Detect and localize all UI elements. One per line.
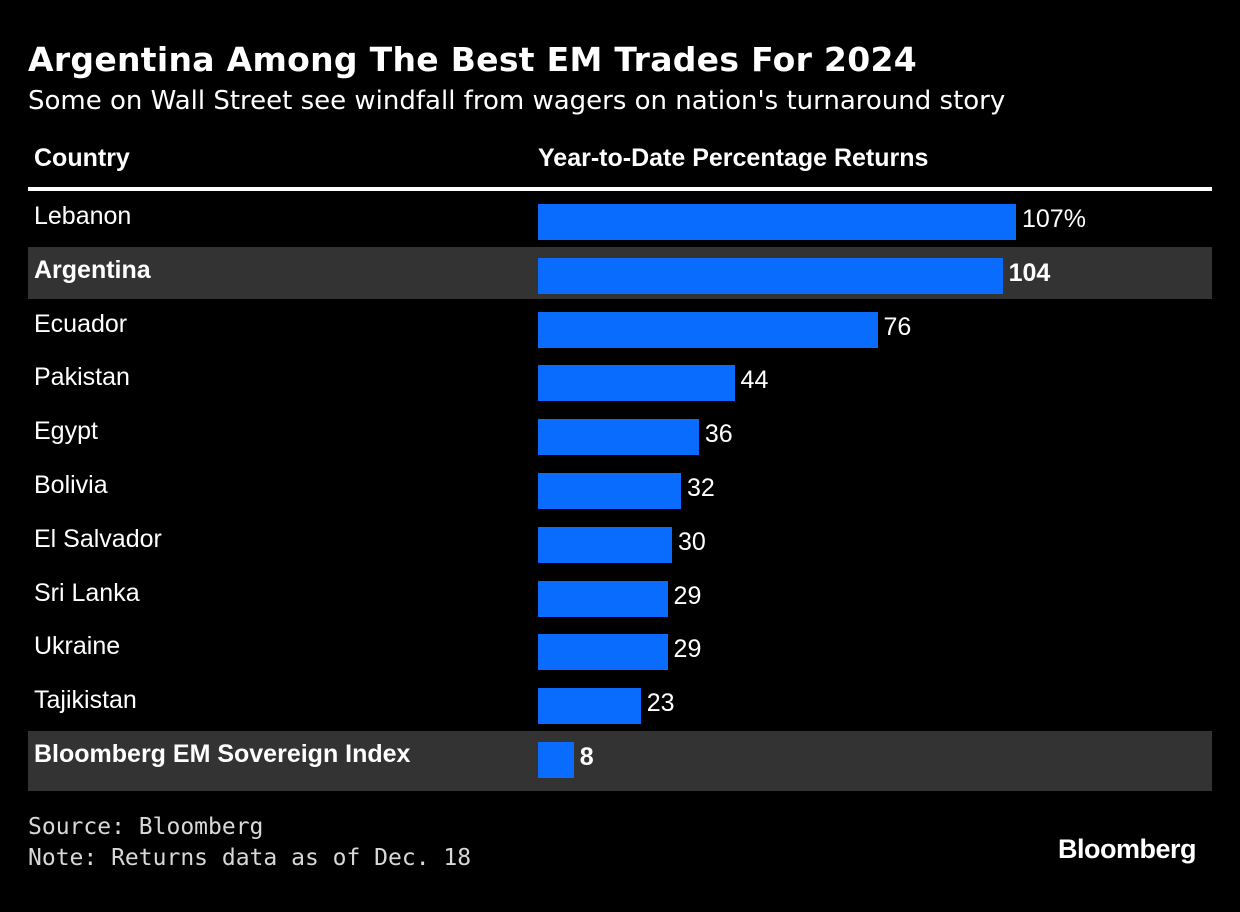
country-label: Bolivia — [34, 471, 108, 499]
bloomberg-logo: Bloomberg — [1058, 834, 1197, 864]
country-label: Ukraine — [34, 632, 121, 661]
value-label: 107% — [1022, 205, 1086, 233]
bar-sri-lanka — [538, 580, 668, 617]
value-label: 30 — [678, 527, 706, 556]
chart-row: Tajikistan 23 — [28, 677, 1212, 729]
bar-ecuador — [538, 311, 878, 348]
bar-argentina — [538, 257, 1003, 294]
bar-el-salvador — [538, 526, 673, 563]
country-label: Pakistan — [34, 363, 130, 392]
chart-title: Argentina Among The Best EM Trades For 2… — [28, 40, 917, 79]
value-label: 76 — [883, 312, 912, 341]
bar-pakistan — [538, 365, 735, 402]
value-label: 29 — [673, 581, 702, 610]
value-label: 32 — [686, 474, 715, 502]
source-note: Source: Bloomberg — [28, 814, 264, 840]
bar-bolivia — [538, 473, 681, 509]
chart-row: Lebanon 107% — [28, 193, 1212, 245]
chart-row: Egypt 36 — [28, 408, 1212, 460]
chart-row: Sri Lanka 29 — [28, 570, 1212, 622]
value-label: 23 — [646, 689, 675, 718]
country-label: El Salvador — [34, 524, 162, 553]
chart-row: Bloomberg EM Sovereign Index 8 — [28, 731, 1212, 791]
chart-subtitle: Some on Wall Street see windfall from wa… — [28, 86, 1006, 116]
chart-row: Bolivia 32 — [28, 462, 1212, 514]
country-label: Argentina — [34, 255, 151, 284]
bar-bloomberg-em-sovereign-index — [538, 742, 574, 778]
chart-row: El Salvador 30 — [28, 516, 1212, 568]
chart-row: Ecuador 76 — [28, 301, 1212, 353]
chart-row: Argentina 104 — [28, 246, 1212, 299]
chart-row: Pakistan 44 — [28, 354, 1212, 406]
header-divider — [28, 187, 1212, 191]
value-label: 104 — [1008, 258, 1051, 287]
value-label: 29 — [673, 635, 702, 664]
chart-footer: Source: Bloomberg Note: Returns data as … — [28, 812, 471, 874]
chart-row: Ukraine 29 — [28, 623, 1212, 675]
bar-tajikistan — [538, 688, 641, 725]
bar-ukraine — [538, 634, 668, 671]
value-label: 8 — [579, 743, 594, 771]
country-label: Ecuador — [34, 309, 128, 338]
data-note: Note: Returns data as of Dec. 18 — [28, 845, 472, 871]
bar-lebanon — [538, 204, 1016, 240]
bar-egypt — [538, 419, 699, 456]
value-label: 44 — [740, 366, 769, 395]
country-label: Tajikistan — [34, 686, 137, 715]
country-label: Sri Lanka — [34, 578, 140, 607]
column-header-country: Country — [34, 144, 130, 172]
value-label: 36 — [704, 420, 733, 449]
country-label: Egypt — [34, 417, 98, 446]
column-header-returns: Year-to-Date Percentage Returns — [538, 144, 929, 172]
country-label: Bloomberg EM Sovereign Index — [34, 740, 411, 768]
country-label: Lebanon — [34, 202, 132, 230]
